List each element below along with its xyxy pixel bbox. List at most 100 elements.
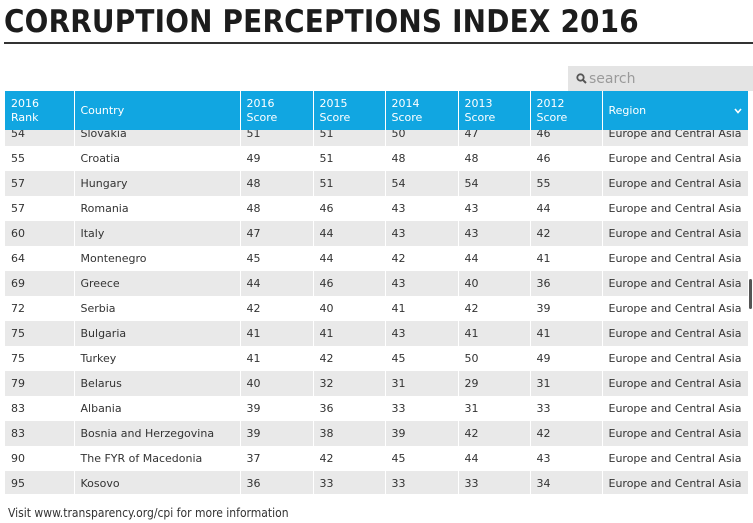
score-2013-cell: 42: [458, 296, 531, 321]
rank-cell: 60: [5, 221, 75, 246]
header-2016-score[interactable]: 2016 Score: [240, 91, 314, 130]
score-2013-cell: 47: [458, 130, 531, 146]
score-2013-cell: 41: [458, 321, 531, 346]
rank-cell: 79: [5, 371, 75, 396]
score-2013-cell: 54: [458, 171, 531, 196]
score-2014-cell: 39: [385, 421, 459, 446]
table-header-row: 2016 Rank Country 2016 Score 2015 Score 201…: [5, 91, 748, 130]
region-header-label: Region: [608, 103, 647, 117]
score-2012-cell: 46: [530, 130, 603, 146]
score-2013-cell: 31: [458, 396, 531, 421]
region-cell: Europe and Central Asia: [602, 271, 748, 296]
score-2012-cell: 42: [530, 221, 603, 246]
score-2016-cell: 48: [240, 196, 314, 221]
score-2015-cell: 32: [313, 371, 386, 396]
region-cell: Europe and Central Asia: [602, 371, 748, 396]
table-row: 60 Italy 47 44 43 43 42 Europe and Central Asia: [5, 221, 748, 246]
region-cell: Europe and Central Asia: [602, 171, 748, 196]
score-2016-cell: 51: [240, 130, 314, 146]
score-2015-cell: 40: [313, 296, 386, 321]
header-2012-score[interactable]: 2012 Score: [530, 91, 603, 130]
table-row: 83 Albania 39 36 33 31 33 Europe and Central As…: [5, 396, 748, 421]
header-country[interactable]: Country: [74, 91, 241, 130]
rank-cell: 54: [5, 130, 75, 146]
scrollbar-thumb[interactable]: [749, 279, 752, 309]
table-row: 72 Serbia 42 40 41 42 39 Europe and Central Asi…: [5, 296, 748, 321]
region-cell: Europe and Central Asia: [602, 130, 748, 146]
rank-cell: 83: [5, 421, 75, 446]
score-2015-cell: 44: [313, 246, 386, 271]
score-2015-cell: 38: [313, 421, 386, 446]
country-cell: Romania: [74, 196, 241, 221]
region-filter-dropdown[interactable]: Region: [602, 91, 748, 130]
header-2013-score[interactable]: 2013 Score: [458, 91, 531, 130]
score-2013-cell: 44: [458, 246, 531, 271]
search-placeholder: search: [589, 70, 636, 87]
score-2012-cell: 46: [530, 146, 603, 171]
table-row: 90 The FYR of Macedonia 37 42 45 44 43 Europe a…: [5, 446, 748, 471]
score-2016-cell: 44: [240, 271, 314, 296]
score-2016-cell: 41: [240, 321, 314, 346]
score-2016-cell: 37: [240, 446, 314, 471]
score-2014-cell: 45: [385, 446, 459, 471]
score-2012-cell: 41: [530, 246, 603, 271]
score-2014-cell: 43: [385, 271, 459, 296]
score-2013-cell: 43: [458, 196, 531, 221]
page-title: CORRUPTION PERCEPTIONS INDEX 2016: [4, 0, 753, 44]
rank-cell: 69: [5, 271, 75, 296]
score-2014-cell: 33: [385, 396, 459, 421]
header-2014-score[interactable]: 2014 Score: [385, 91, 459, 130]
rank-cell: 72: [5, 296, 75, 321]
score-2013-cell: 40: [458, 271, 531, 296]
header-2015-score[interactable]: 2015 Score: [313, 91, 386, 130]
score-2013-cell: 42: [458, 421, 531, 446]
score-2014-cell: 42: [385, 246, 459, 271]
country-cell: Greece: [74, 271, 241, 296]
score-2015-cell: 41: [313, 321, 386, 346]
score-2012-cell: 41: [530, 321, 603, 346]
rank-cell: 95: [5, 471, 75, 494]
score-2014-cell: 43: [385, 221, 459, 246]
score-2015-cell: 44: [313, 221, 386, 246]
score-2015-cell: 36: [313, 396, 386, 421]
score-2015-cell: 51: [313, 171, 386, 196]
region-cell: Europe and Central Asia: [602, 196, 748, 221]
country-cell: The FYR of Macedonia: [74, 446, 241, 471]
score-2015-cell: 42: [313, 446, 386, 471]
table-body-viewport[interactable]: 54 Slovakia 51 51 50 47 46 Europe and Central A…: [5, 130, 748, 494]
country-cell: Croatia: [74, 146, 241, 171]
country-cell: Turkey: [74, 346, 241, 371]
region-cell: Europe and Central Asia: [602, 321, 748, 346]
rank-cell: 75: [5, 321, 75, 346]
country-cell: Italy: [74, 221, 241, 246]
score-2015-cell: 42: [313, 346, 386, 371]
cpi-table: 2016 Rank Country 2016 Score 2015 Score 201…: [5, 91, 748, 494]
score-2014-cell: 43: [385, 321, 459, 346]
score-2012-cell: 44: [530, 196, 603, 221]
search-input[interactable]: search: [568, 66, 753, 91]
score-2015-cell: 46: [313, 271, 386, 296]
table-row: 54 Slovakia 51 51 50 47 46 Europe and Central A…: [5, 130, 748, 146]
rank-cell: 90: [5, 446, 75, 471]
table-row: 64 Montenegro 45 44 42 44 41 Europe and Central…: [5, 246, 748, 271]
score-2016-cell: 49: [240, 146, 314, 171]
score-2013-cell: 44: [458, 446, 531, 471]
rank-cell: 57: [5, 196, 75, 221]
score-2014-cell: 33: [385, 471, 459, 494]
score-2016-cell: 39: [240, 396, 314, 421]
table-row: 83 Bosnia and Herzegovina 39 38 39 42 42 Europe…: [5, 421, 748, 446]
score-2014-cell: 43: [385, 196, 459, 221]
score-2016-cell: 45: [240, 246, 314, 271]
rank-cell: 75: [5, 346, 75, 371]
score-2012-cell: 36: [530, 271, 603, 296]
score-2014-cell: 41: [385, 296, 459, 321]
table-row: 79 Belarus 40 32 31 29 31 Europe and Central As…: [5, 371, 748, 396]
country-cell: Belarus: [74, 371, 241, 396]
score-2016-cell: 41: [240, 346, 314, 371]
score-2012-cell: 49: [530, 346, 603, 371]
score-2012-cell: 39: [530, 296, 603, 321]
country-cell: Bulgaria: [74, 321, 241, 346]
country-cell: Hungary: [74, 171, 241, 196]
score-2013-cell: 50: [458, 346, 531, 371]
header-rank[interactable]: 2016 Rank: [5, 91, 75, 130]
